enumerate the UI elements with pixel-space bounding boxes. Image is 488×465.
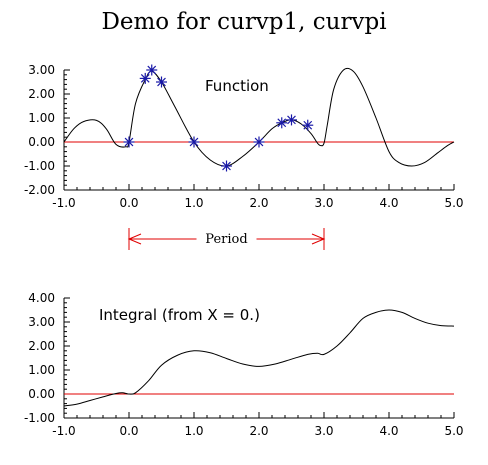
- x-tick-label: -1.0: [52, 196, 75, 210]
- integral-label: Integral (from X = 0.): [99, 306, 260, 324]
- data-point-marker: [139, 72, 151, 84]
- y-tick-label: -1.00: [24, 411, 55, 425]
- data-point-marker: [221, 160, 232, 172]
- function-plot: 3.00 2.00 1.00 0.00 -1.00 -2.00-1.0 0.0 1.0 2.0 3…: [24, 63, 464, 210]
- y-tick-label: 4.00: [28, 291, 55, 305]
- figure-title: Demo for curvp1, curvpi: [101, 9, 386, 35]
- x-tick-label: 4.0: [379, 424, 398, 438]
- x-tick-label: 0.0: [119, 196, 138, 210]
- data-point-marker: [188, 136, 200, 148]
- period-arrowhead-right: [311, 233, 326, 245]
- integral-plot: 4.00 3.00 2.00 1.00 0.00 -1.00-1.0 0.0 1.0 2.0 3.…: [24, 291, 464, 438]
- data-point-marker: [253, 136, 265, 148]
- function-label: Function: [205, 77, 269, 95]
- period-indicator: Period: [127, 228, 326, 250]
- data-point-marker: [302, 119, 314, 131]
- y-tick-label: 2.00: [28, 339, 55, 353]
- y-tick-label: -2.00: [24, 183, 55, 197]
- y-tick-label: 1.00: [28, 363, 55, 377]
- data-point-marker: [123, 136, 135, 148]
- x-tick-label: 0.0: [119, 424, 138, 438]
- x-tick-label: 3.0: [314, 196, 333, 210]
- data-point-marker: [146, 64, 158, 76]
- x-tick-label: 1.0: [184, 424, 203, 438]
- x-tick-label: -1.0: [52, 424, 75, 438]
- x-tick-label: 2.0: [249, 424, 268, 438]
- y-tick-label: 1.00: [28, 111, 55, 125]
- x-tick-label: 1.0: [184, 196, 203, 210]
- y-tick-label: 3.00: [28, 63, 55, 77]
- data-point-marker: [156, 76, 167, 88]
- y-tick-label: 2.00: [28, 87, 55, 101]
- y-tick-label: 0.00: [28, 387, 55, 401]
- x-tick-label: 5.0: [444, 424, 463, 438]
- y-tick-label: -1.00: [24, 159, 55, 173]
- period-label: Period: [205, 232, 247, 247]
- x-tick-label: 2.0: [249, 196, 268, 210]
- data-point-marker: [286, 114, 297, 126]
- y-tick-label: 3.00: [28, 315, 55, 329]
- x-tick-label: 4.0: [379, 196, 398, 210]
- x-tick-label: 3.0: [314, 424, 333, 438]
- integral-curve: [63, 309, 455, 407]
- period-arrowhead-left: [127, 233, 142, 245]
- data-point-marker: [276, 117, 288, 129]
- x-tick-label: 5.0: [444, 196, 463, 210]
- y-tick-label: 0.00: [28, 135, 55, 149]
